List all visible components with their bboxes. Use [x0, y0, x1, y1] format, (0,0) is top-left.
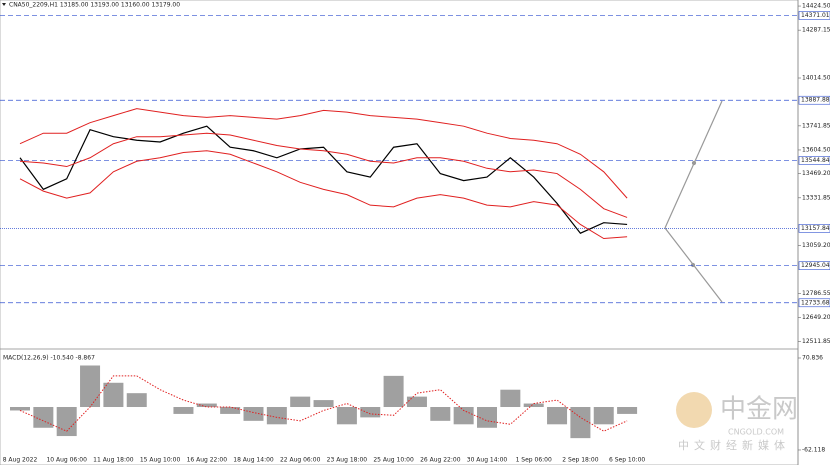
price-level-label: 13887.88: [801, 97, 830, 104]
macd-bar: [336, 407, 357, 425]
price-level-label: 13157.84: [801, 225, 830, 232]
x-tick-label: 10 Aug 06:00: [46, 457, 87, 464]
band-line: [19, 108, 628, 199]
macd-bar: [220, 407, 241, 414]
y-tick-label: 14287.15: [802, 27, 830, 34]
macd-bar: [173, 407, 194, 414]
x-tick-label: 2 Sep 18:00: [562, 457, 598, 464]
y-tick-label: 14424.50: [802, 3, 830, 10]
x-tick-label: 15 Aug 10:00: [140, 457, 181, 464]
watermark-brand: 中金网: [720, 395, 798, 425]
x-tick-label: 30 Aug 14:00: [467, 457, 508, 464]
x-tick-label: 8 Aug 2022: [3, 457, 38, 464]
macd-bar: [313, 400, 334, 408]
macd-bar: [243, 407, 264, 421]
x-tick-label: 18 Aug 14:00: [233, 457, 274, 464]
x-tick-label: 11 Aug 18:00: [93, 457, 134, 464]
macd-bar: [80, 365, 101, 408]
macd-header: MACD(12,26,9) -10.540 -8.867: [3, 355, 95, 362]
watermark: 中金网 CNGOLD.COM 中文财经新媒体: [676, 392, 798, 452]
y-tick-label: 13331.85: [802, 194, 830, 201]
watermark-slogan: 中文财经新媒体: [678, 438, 790, 452]
macd-bar: [126, 393, 147, 408]
y-tick-label: 12786.55: [802, 290, 830, 297]
y-tick-label: 70.836: [802, 354, 823, 361]
macd-bar: [360, 407, 381, 418]
y-tick-label: 12649.20: [802, 314, 830, 321]
projection-node: [691, 160, 697, 166]
y-tick-label: 13604.50: [802, 146, 830, 153]
price-level-label: 12733.68: [801, 299, 830, 306]
macd-bar: [593, 407, 614, 425]
price-level-tag: [798, 156, 830, 165]
x-tick-label: 22 Aug 06:00: [280, 457, 321, 464]
y-tick-label: -62.118: [802, 446, 825, 453]
macd-bar: [406, 396, 427, 408]
macd-bar: [617, 407, 638, 414]
band-line: [19, 132, 628, 218]
price-level-tag: [798, 11, 830, 20]
y-tick-label: 13059.20: [802, 242, 830, 249]
x-tick-label: 26 Aug 22:00: [420, 457, 461, 464]
macd-bar: [453, 407, 474, 425]
macd-bar: [33, 407, 54, 428]
price-level-label: 14371.01: [801, 12, 830, 19]
macd-bar: [103, 382, 124, 408]
price-level-label: 13544.84: [801, 157, 830, 164]
header-arrow: [2, 3, 6, 6]
x-tick-label: 16 Aug 22:00: [187, 457, 228, 464]
x-tick-label: 23 Aug 18:00: [327, 457, 368, 464]
macd-bar: [570, 407, 591, 439]
projection-node: [690, 262, 696, 268]
x-tick-label: 25 Aug 10:00: [373, 457, 414, 464]
y-tick-label: 13741.85: [802, 122, 830, 129]
price-level-tag: [798, 95, 830, 105]
macd-bar: [383, 375, 404, 408]
macd-bar: [500, 389, 521, 408]
macd-bar: [477, 407, 497, 428]
price-level-tag: [798, 298, 830, 308]
macd-bar: [10, 407, 30, 411]
price-level-tag: [798, 261, 830, 270]
macd-bar: [266, 407, 287, 425]
x-tick-label: 6 Sep 10:00: [609, 457, 645, 464]
band-line: [19, 150, 628, 240]
y-tick-label: 12511.85: [802, 338, 830, 345]
macd-bar: [547, 407, 568, 425]
macd-bar: [430, 407, 451, 421]
macd-bar: [523, 403, 544, 408]
price-level-label: 12945.04: [801, 262, 830, 269]
watermark-site: CNGOLD.COM: [728, 428, 784, 437]
watermark-logo: [676, 392, 712, 428]
macd-bar: [196, 403, 217, 408]
price-level-tag: [798, 224, 830, 233]
y-tick-label: 14014.50: [802, 75, 830, 82]
y-tick-label: 13469.20: [802, 170, 830, 177]
macd-bar: [290, 396, 311, 408]
x-tick-label: 1 Sep 06:00: [516, 457, 552, 464]
chart-header: CNA50_2209,H1 13185.00 13193.00 13160.00…: [9, 2, 180, 9]
